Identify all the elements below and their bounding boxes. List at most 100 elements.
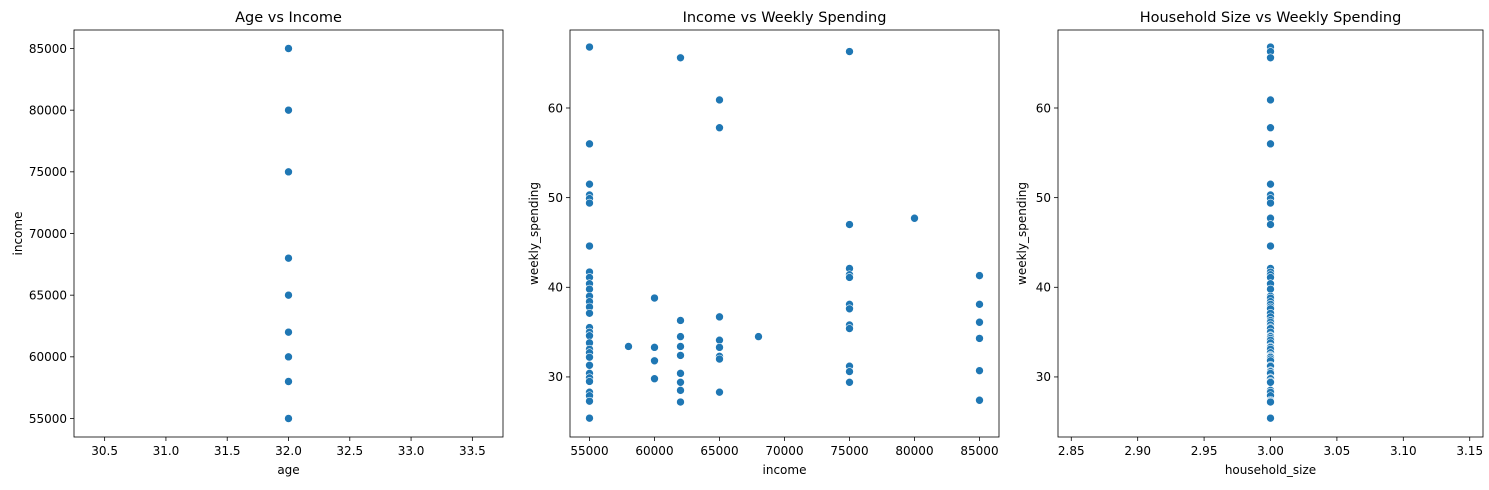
scatter-points [284,44,293,423]
data-point [845,220,854,229]
chart-title: Age vs Income [235,10,342,26]
y-tick-label: 75000 [29,165,67,179]
data-point [650,356,659,366]
x-tick-label: 33.5 [459,444,486,458]
y-tick-label: 60000 [29,350,67,364]
data-point [585,413,594,423]
data-point [284,105,293,115]
data-point [284,167,293,177]
data-point [284,377,293,386]
x-tick-label: 85000 [960,444,998,458]
data-point [1266,123,1275,133]
data-point [1266,413,1275,423]
x-tick-label: 55000 [570,444,608,458]
y-tick-label: 30 [1036,370,1051,384]
x-tick-label: 2.90 [1124,444,1151,458]
data-point [676,342,685,351]
x-axis-label: household_size [1225,463,1316,477]
y-tick-label: 40 [1036,281,1051,295]
data-point [715,354,724,364]
data-point [585,352,594,362]
data-point [585,42,594,52]
data-point [1266,284,1275,294]
y-tick-label: 60 [548,101,563,115]
data-point [284,290,293,300]
x-axis-label: age [277,463,299,477]
data-point [585,331,594,341]
data-point [715,123,724,133]
data-point [845,324,854,333]
data-point [676,316,685,325]
data-point [284,327,293,337]
data-point [1266,179,1275,189]
y-tick-label: 30 [548,370,563,384]
data-point [845,304,854,314]
data-point [676,53,685,63]
x-tick-label: 80000 [895,444,933,458]
y-tick-label: 80000 [29,103,67,117]
data-point [585,396,594,406]
chart-panel-2: 55000 60000 65000 70000 75000 80000 85000 30 40 5… [527,10,1000,477]
x-tick-label: 32.0 [275,444,302,458]
axes-frame [569,29,1000,438]
data-point [284,414,293,423]
data-point [676,386,685,395]
data-point [715,95,724,105]
data-point [715,343,724,352]
data-point [754,332,763,341]
x-tick-label: 31.5 [214,444,241,458]
data-point [845,378,854,387]
data-point [1266,220,1275,229]
data-point [585,377,594,386]
y-tick-label: 60 [1036,101,1051,115]
data-point [1266,397,1275,407]
data-point [1266,95,1275,105]
data-point [845,47,854,56]
data-point [676,351,685,360]
y-axis-label: income [11,212,25,256]
y-tick-label: 40 [548,281,563,295]
chart-title: Income vs Weekly Spending [683,10,887,26]
data-point [585,360,594,370]
scatter-points [585,42,984,423]
x-tick-label: 33.0 [398,444,425,458]
data-point [975,395,984,405]
data-point [975,317,984,327]
y-axis-label: weekly_spending [1015,182,1029,285]
x-tick-label: 3.05 [1324,444,1351,458]
data-point [975,334,984,343]
data-point [1266,198,1275,208]
x-tick-label: 3.15 [1456,444,1483,458]
data-point [1266,139,1275,149]
chart-panel-3: 2.85 2.90 2.95 3.00 3.05 3.10 3.15 30 40 50 60 Hous… [1015,10,1484,477]
x-axis-label: income [763,463,807,477]
data-point [284,352,293,362]
data-point [650,374,659,384]
data-point [284,44,293,53]
x-tick-label: 2.95 [1191,444,1218,458]
data-point [284,253,293,263]
data-point [1266,241,1275,251]
x-tick-label: 60000 [635,444,673,458]
data-point [975,300,984,309]
data-point [845,367,854,376]
data-point [676,397,685,407]
chart-title: Household Size vs Weekly Spending [1140,10,1402,26]
data-point [975,271,984,280]
axes-frame [73,29,504,438]
y-axis-label: weekly_spending [527,182,541,285]
data-point [585,179,594,189]
data-point [910,213,919,223]
data-point [1266,378,1275,387]
y-tick-label: 85000 [29,42,67,56]
data-point [650,343,659,352]
x-tick-label: 2.85 [1058,444,1085,458]
data-point [975,366,984,375]
x-tick-label: 65000 [700,444,738,458]
x-tick-label: 3.10 [1390,444,1417,458]
x-tick-label: 31.0 [153,444,180,458]
data-point [585,284,594,294]
data-point [585,241,594,251]
y-tick-label: 65000 [29,288,67,302]
